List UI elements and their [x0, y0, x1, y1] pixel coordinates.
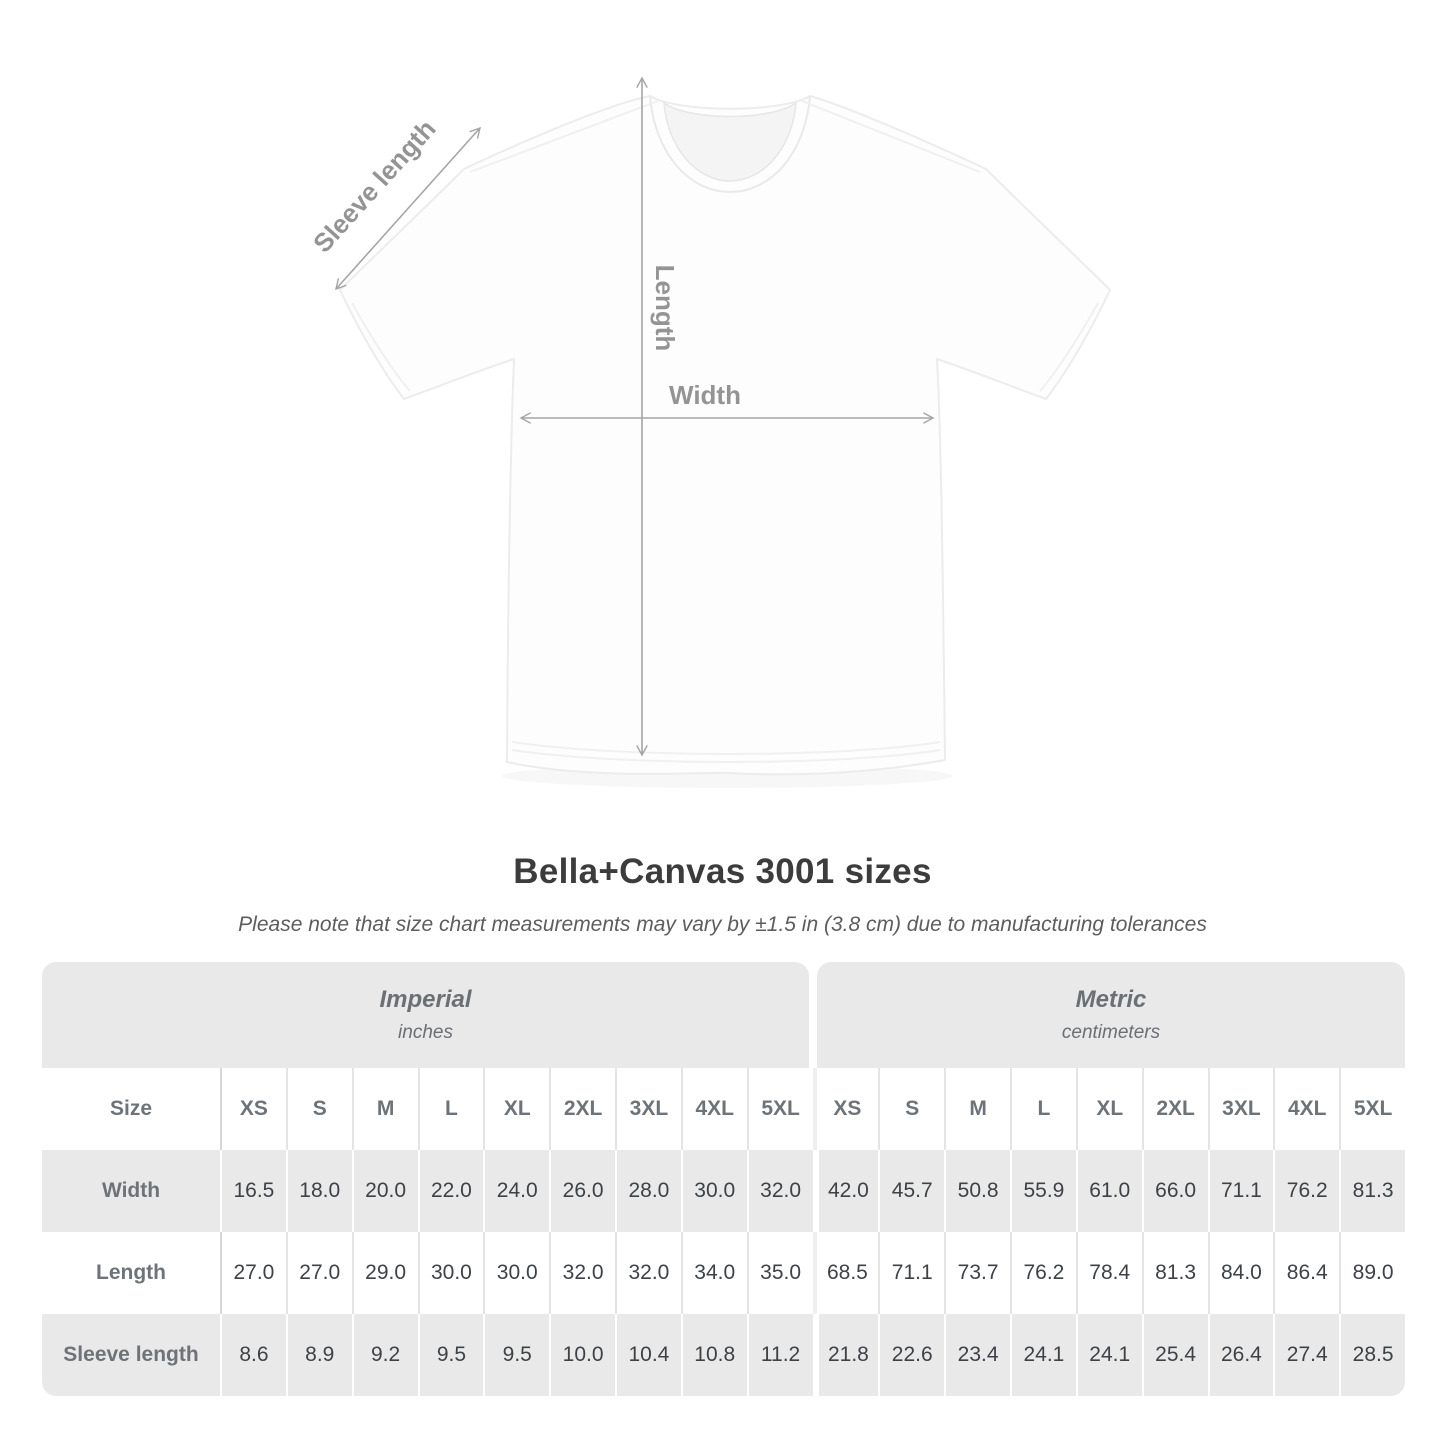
- imperial-section-title: Imperial: [379, 986, 472, 1013]
- size-header-cell: 5XL: [746, 1068, 813, 1150]
- measurement-value: 27.0: [285, 1232, 352, 1314]
- measurement-value: 81.3: [1339, 1150, 1405, 1232]
- measurement-value: 61.0: [1075, 1150, 1142, 1232]
- size-header-cell: L: [1010, 1068, 1076, 1150]
- measurement-value: 9.2: [351, 1314, 418, 1396]
- width-row: Width 16.5 18.0 20.0 22.0 24.0 26.0 28.0 30.0 32.…: [42, 1150, 1405, 1232]
- measurement-value: 71.1: [878, 1232, 944, 1314]
- measurement-value: 22.0: [417, 1150, 484, 1232]
- measurement-value: 81.3: [1141, 1232, 1208, 1314]
- measurement-value: 89.0: [1339, 1232, 1405, 1314]
- size-table: Imperial inches Metric centimeters Size X…: [42, 962, 1405, 1396]
- measurement-value: 55.9: [1010, 1150, 1076, 1232]
- measurement-value: 20.0: [351, 1150, 418, 1232]
- measurement-value: 18.0: [285, 1150, 352, 1232]
- size-header-cell: 4XL: [1273, 1068, 1339, 1150]
- measurement-value: 76.2: [1010, 1232, 1076, 1314]
- measurement-value: 11.2: [746, 1314, 813, 1396]
- size-header-row: Size XS S M L XL 2XL 3XL 4XL 5XL XS S M L XL 2XL 3XL 4XL 5…: [42, 1068, 1405, 1150]
- measurement-value: 32.0: [549, 1232, 615, 1314]
- measurement-value: 8.9: [285, 1314, 352, 1396]
- measurement-value: 21.8: [812, 1314, 879, 1396]
- size-header-cell: XL: [1075, 1068, 1142, 1150]
- measurement-value: 23.4: [944, 1314, 1010, 1396]
- page-title: Bella+Canvas 3001 sizes: [513, 852, 932, 891]
- measurement-value: 27.4: [1273, 1314, 1339, 1396]
- size-header-cell: XL: [483, 1068, 549, 1150]
- measurement-value: 9.5: [417, 1314, 484, 1396]
- measurement-value: 24.0: [483, 1150, 549, 1232]
- measurement-value: 30.0: [680, 1150, 747, 1232]
- size-header-cell: 4XL: [680, 1068, 747, 1150]
- size-header-cell: L: [417, 1068, 484, 1150]
- measurement-value: 10.0: [549, 1314, 615, 1396]
- tolerance-note: Please note that size chart measurements…: [238, 913, 1207, 936]
- size-column-header: Size: [109, 1097, 153, 1120]
- measurement-value: 34.0: [680, 1232, 747, 1314]
- seam-lines: [351, 100, 1099, 763]
- row-label: Sleeve length: [63, 1343, 199, 1366]
- measurement-value: 27.0: [220, 1232, 286, 1314]
- measurement-value: 16.5: [220, 1150, 286, 1232]
- measurement-value: 32.0: [615, 1232, 681, 1314]
- sleeve-length-arrow: [335, 126, 481, 291]
- sleeve-length-row: Sleeve length 8.6 8.9 9.2 9.5 9.5 10.0 10.4 10.8…: [42, 1314, 1405, 1396]
- tshirt-body: [339, 95, 1111, 776]
- measurement-value: 25.4: [1141, 1314, 1208, 1396]
- metric-section-title: Metric: [1075, 986, 1147, 1013]
- measurement-value: 78.4: [1075, 1232, 1142, 1314]
- measurement-value: 30.0: [417, 1232, 484, 1314]
- measurement-value: 66.0: [1141, 1150, 1208, 1232]
- measurement-value: 10.4: [615, 1314, 681, 1396]
- measurement-value: 10.8: [680, 1314, 747, 1396]
- measurement-value: 71.1: [1207, 1150, 1274, 1232]
- measurement-value: 32.0: [746, 1150, 813, 1232]
- size-header-cell: 2XL: [1141, 1068, 1208, 1150]
- measurement-value: 35.0: [746, 1232, 813, 1314]
- measurement-value: 29.0: [351, 1232, 418, 1314]
- measurement-value: 22.6: [878, 1314, 944, 1396]
- size-header-cell: S: [878, 1068, 944, 1150]
- measurement-value: 24.1: [1075, 1314, 1142, 1396]
- length-row: Length 27.0 27.0 29.0 30.0 30.0 32.0 32.0 34.0 35…: [42, 1232, 1405, 1314]
- size-header-cell: M: [351, 1068, 418, 1150]
- measurement-value: 42.0: [812, 1150, 879, 1232]
- measurement-value: 86.4: [1273, 1232, 1339, 1314]
- width-label: Width: [669, 380, 741, 410]
- measurement-value: 50.8: [944, 1150, 1010, 1232]
- imperial-section-unit: inches: [398, 1022, 453, 1043]
- metric-section-header: Metric centimeters: [817, 962, 1405, 1068]
- measurement-value: 9.5: [483, 1314, 549, 1396]
- size-header-cell: S: [285, 1068, 352, 1150]
- unit-section-headers: Imperial inches Metric centimeters: [42, 962, 1405, 1068]
- length-label: Length: [650, 265, 680, 352]
- tshirt-diagram: Width Length Sleeve length: [307, 76, 1111, 788]
- measurement-value: 28.0: [615, 1150, 681, 1232]
- measurement-value: 30.0: [483, 1232, 549, 1314]
- measurement-value: 24.1: [1010, 1314, 1076, 1396]
- measurement-value: 76.2: [1273, 1150, 1339, 1232]
- measurement-value: 84.0: [1207, 1232, 1274, 1314]
- size-header-cell: 2XL: [549, 1068, 615, 1150]
- collar: [649, 95, 811, 194]
- metric-section-unit: centimeters: [1061, 1022, 1161, 1043]
- measurement-value: 26.4: [1207, 1314, 1274, 1396]
- row-label: Length: [96, 1261, 166, 1284]
- imperial-section-header: Imperial inches: [42, 962, 809, 1068]
- size-header-cell: 3XL: [615, 1068, 681, 1150]
- size-header-cell: XS: [220, 1068, 286, 1150]
- measurement-value: 68.5: [812, 1232, 879, 1314]
- measurement-rows: Width 16.5 18.0 20.0 22.0 24.0 26.0 28.0 30.0 32.…: [42, 1150, 1405, 1396]
- measurement-value: 73.7: [944, 1232, 1010, 1314]
- measurement-value: 45.7: [878, 1150, 944, 1232]
- measurement-value: 8.6: [220, 1314, 286, 1396]
- measurement-value: 26.0: [549, 1150, 615, 1232]
- size-header-cell: M: [944, 1068, 1010, 1150]
- measurement-value: 28.5: [1339, 1314, 1405, 1396]
- row-label: Width: [101, 1179, 161, 1202]
- size-header-cell: XS: [812, 1068, 879, 1150]
- size-header-cell: 5XL: [1339, 1068, 1405, 1150]
- size-header-cell: 3XL: [1207, 1068, 1274, 1150]
